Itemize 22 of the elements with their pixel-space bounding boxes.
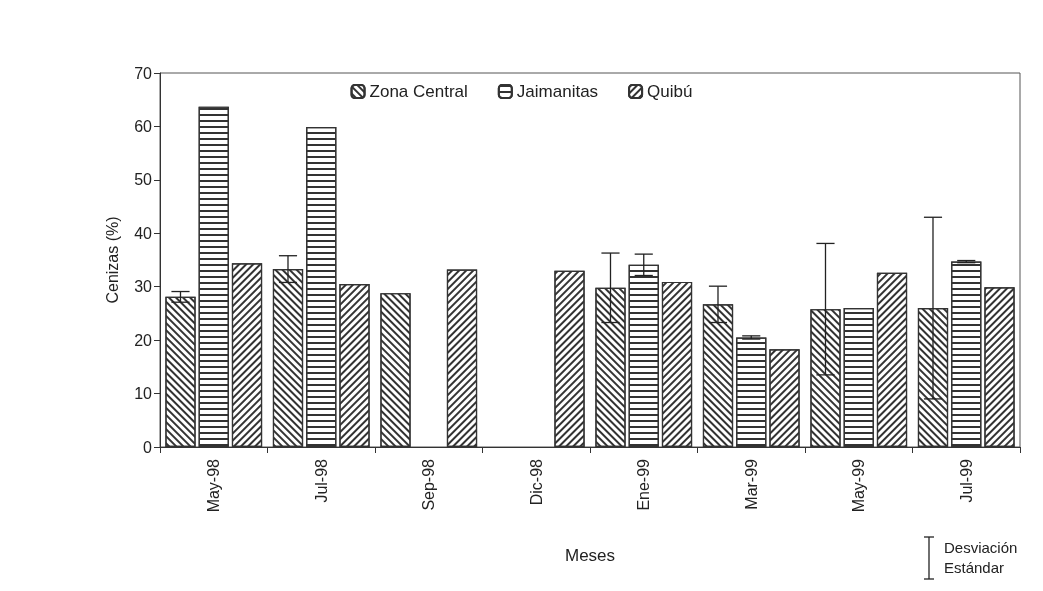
legend-label: Zona Central [369,82,468,101]
x-tick-label: Mar-99 [742,458,760,510]
x-tick-label: Sep-98 [420,458,438,511]
legend-label: Quibú [647,82,693,101]
y-tick-label: 60 [134,117,153,135]
y-tick-label: 40 [134,224,153,242]
y-tick-label: 30 [134,278,153,296]
text: Desviación Estándar [944,538,1019,578]
y-tick-label: 10 [134,385,153,403]
x-tick-label: May-98 [205,458,223,513]
x-tick-label: Jul-98 [312,458,330,503]
y-tick-label: 20 [134,331,153,349]
x-axis-title: Meses [564,546,616,565]
x-tick-label: Jul-99 [957,458,975,503]
y-tick-label: 50 [134,171,153,189]
legend-label: Jaimanitas [516,82,599,101]
y-tick-label: 70 [134,64,153,82]
y-axis-title: Cenizas (%) [103,216,121,304]
x-tick-label: Dic-98 [527,458,545,506]
x-tick-label: Ene-99 [635,458,653,511]
y-tick-label: 0 [143,438,153,456]
x-tick-label: May-99 [850,458,868,513]
